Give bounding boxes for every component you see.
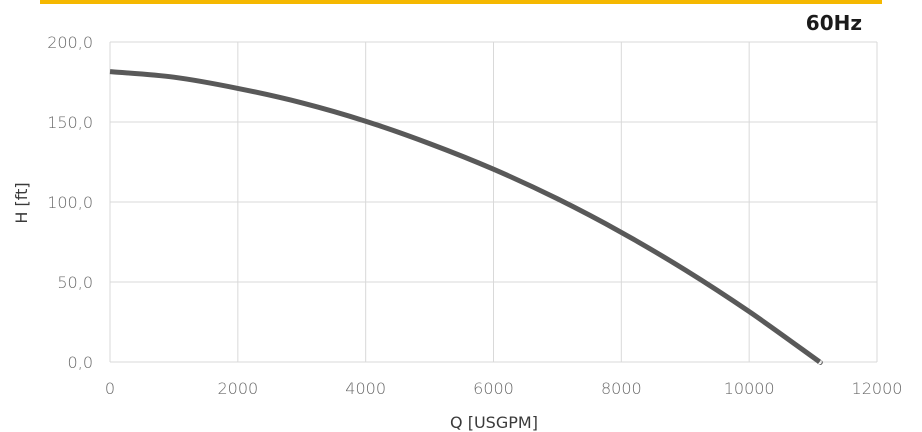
x-axis-ticks: 0 2000 4000 6000 8000 10000 12000 — [105, 379, 903, 398]
frequency-badge: 60Hz — [806, 11, 862, 35]
y-axis-label: H [ft] — [12, 182, 31, 223]
x-tick-label: 8000 — [601, 379, 642, 398]
y-tick-label: 200,0 — [47, 33, 93, 52]
head-curve-line — [109, 69, 823, 365]
chart-grid — [109, 41, 878, 363]
y-tick-label: 100,0 — [47, 193, 93, 212]
x-tick-label: 6000 — [473, 379, 514, 398]
x-tick-label: 10000 — [724, 379, 775, 398]
y-axis-ticks: 0,0 50,0 100,0 150,0 200,0 — [47, 33, 93, 372]
header-accent-bar — [40, 0, 882, 4]
x-tick-label: 0 — [105, 379, 115, 398]
x-axis-label: Q [USGPM] — [450, 413, 538, 432]
y-tick-label: 0,0 — [68, 353, 93, 372]
x-tick-label: 4000 — [345, 379, 386, 398]
x-tick-label: 2000 — [217, 379, 258, 398]
y-tick-label: 150,0 — [47, 113, 93, 132]
chart-series — [109, 69, 823, 365]
x-tick-label: 12000 — [852, 379, 903, 398]
y-tick-label: 50,0 — [57, 273, 93, 292]
